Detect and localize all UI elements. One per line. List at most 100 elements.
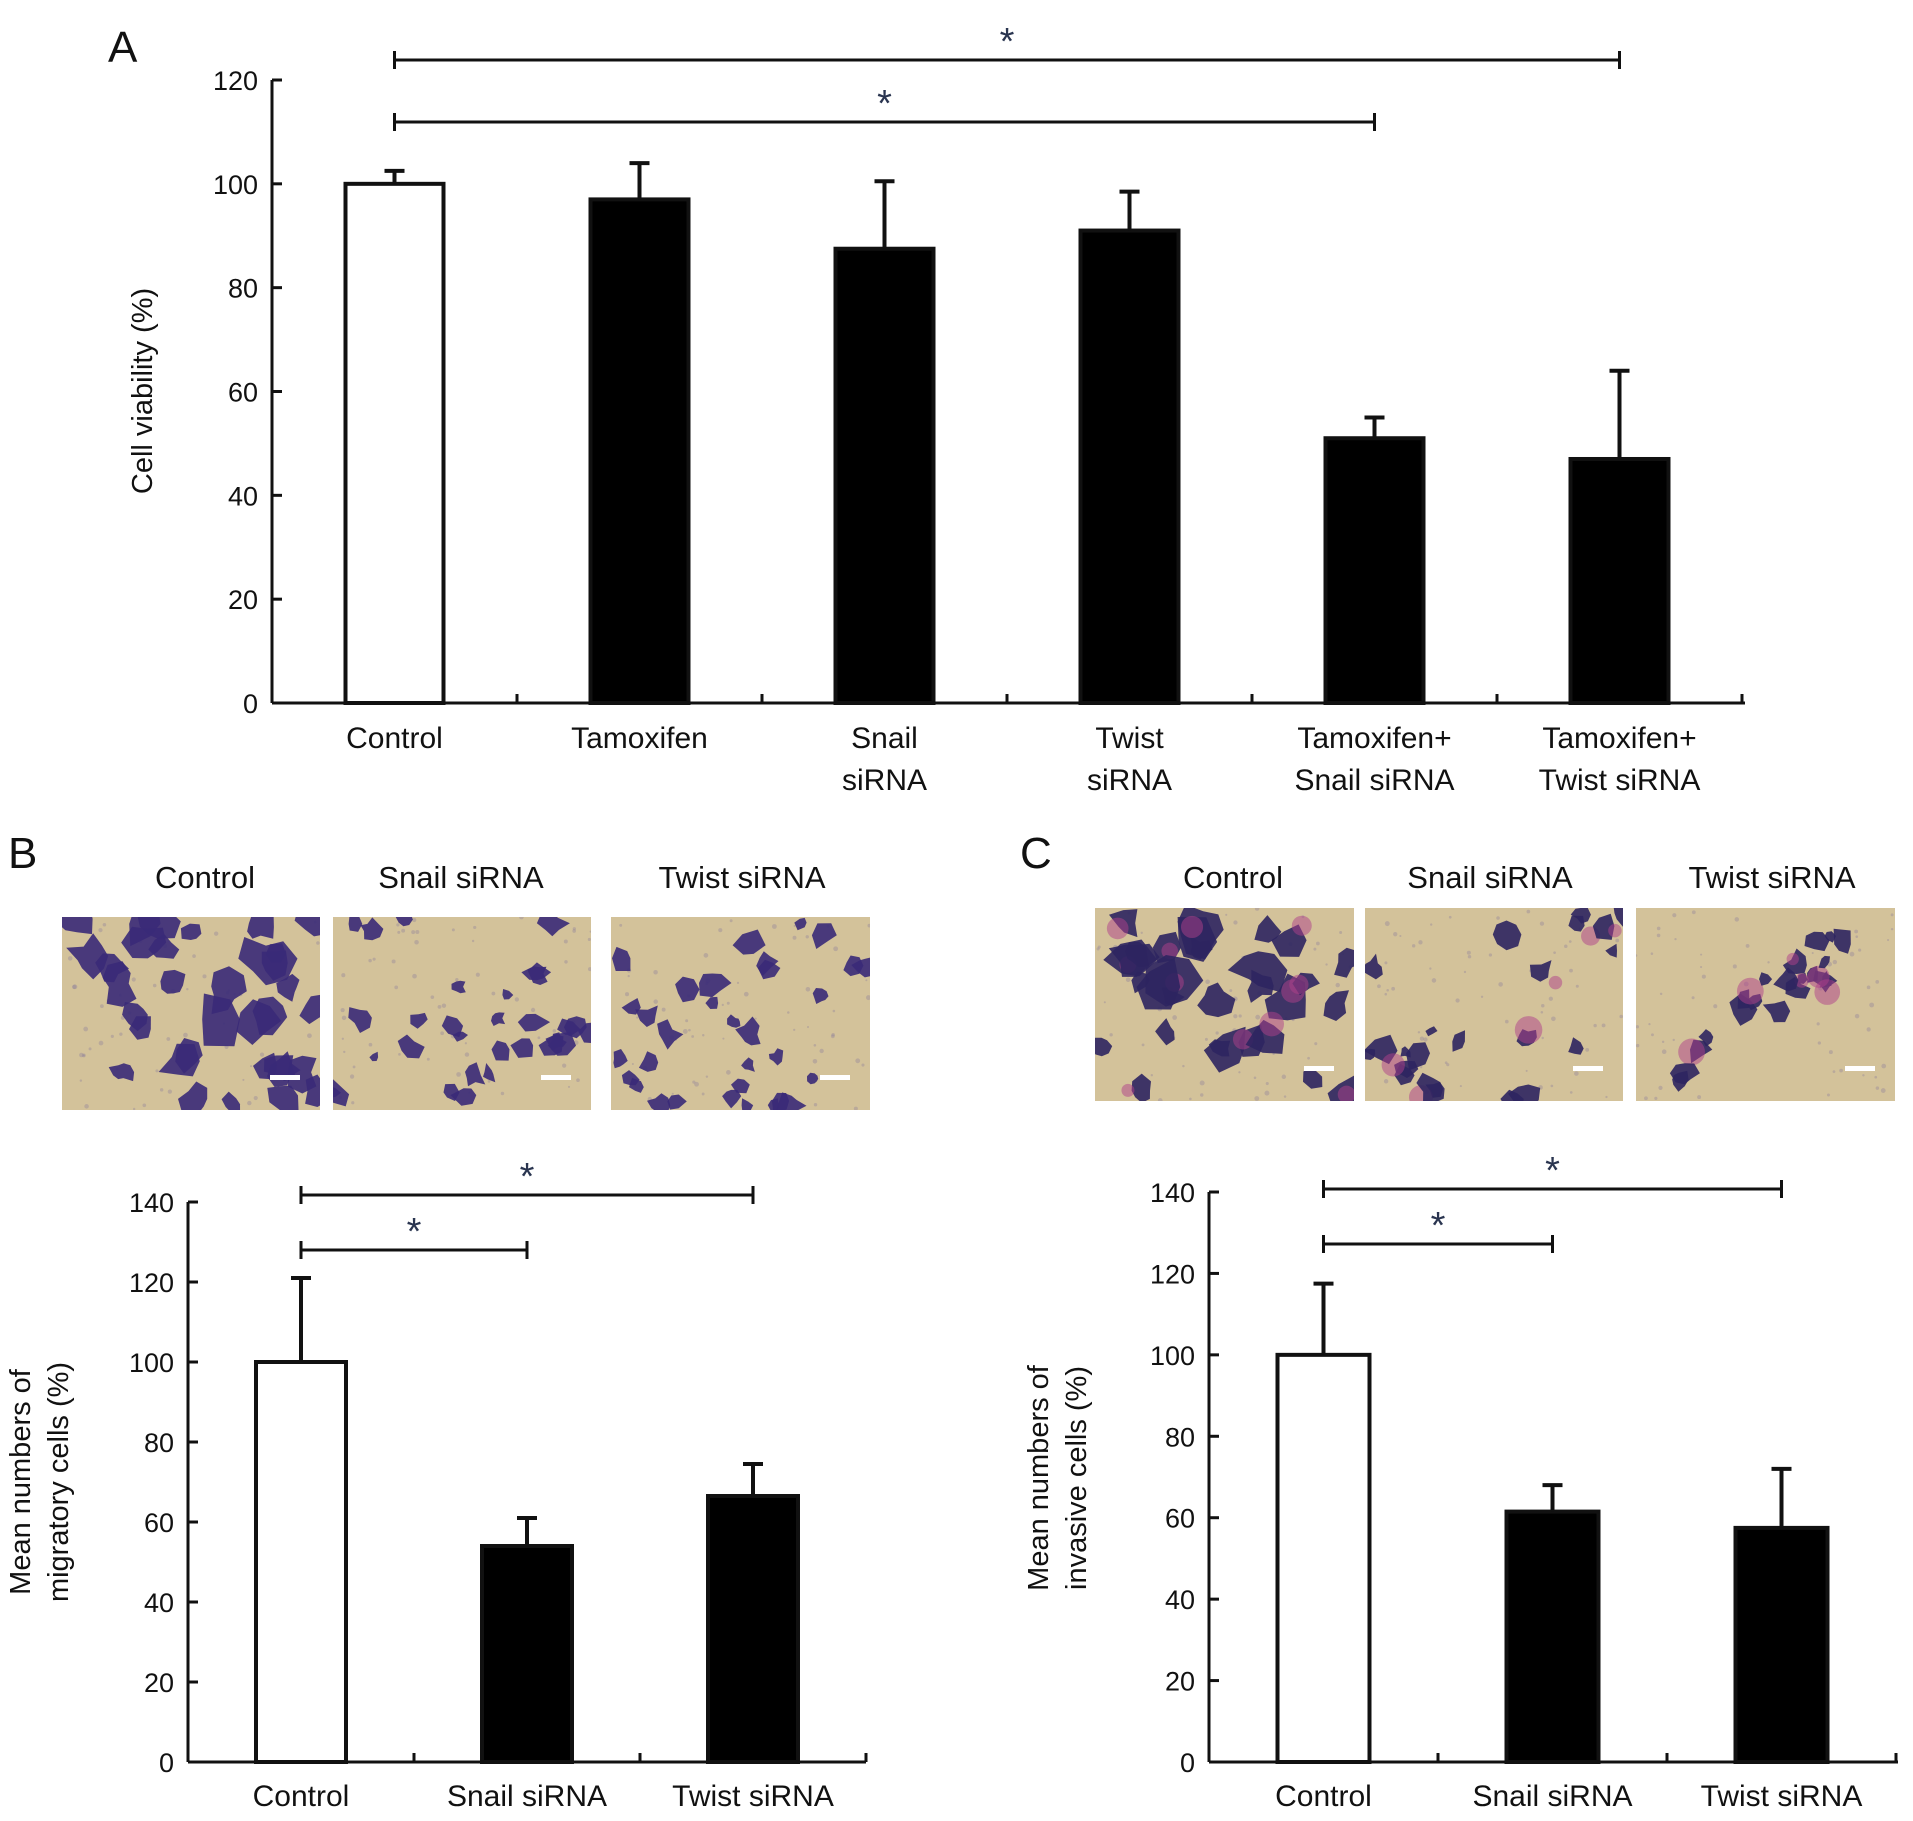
stained-cell <box>545 1032 576 1056</box>
speckle <box>1229 989 1233 993</box>
stained-cell <box>178 1081 208 1110</box>
panel-c-image-label-control: Control <box>1183 860 1283 895</box>
speckle <box>1444 1061 1448 1065</box>
speckle <box>1215 1031 1219 1035</box>
speckle <box>1446 1063 1450 1067</box>
speckle <box>368 1042 373 1047</box>
speckle <box>519 917 524 920</box>
speckle <box>1601 1023 1606 1028</box>
stained-cell <box>66 933 109 980</box>
speckle <box>455 978 459 982</box>
speckle <box>562 1063 567 1068</box>
speckle <box>636 1016 639 1019</box>
stained-cell <box>1613 908 1623 927</box>
speckle <box>341 973 346 978</box>
speckle <box>1307 1056 1310 1060</box>
stained-cell <box>647 1093 671 1110</box>
panel-b-image-label-snail: Snail siRNA <box>378 860 544 895</box>
y-tick-label: 40 <box>228 481 258 511</box>
y-tick-label: 100 <box>213 170 258 200</box>
category-label: Snail siRNA <box>1472 1780 1632 1813</box>
stained-cell <box>635 1005 658 1027</box>
stained-cell <box>451 980 466 994</box>
significance-marker: * <box>1000 21 1015 63</box>
stained-cell <box>510 1038 534 1058</box>
y-tick-label: 120 <box>213 66 258 96</box>
speckle <box>661 1007 666 1012</box>
category-label: Control <box>346 722 443 755</box>
speckle <box>1854 929 1859 934</box>
speckle <box>703 953 709 958</box>
stained-cell <box>517 1013 551 1032</box>
panel-c-image-label-snail: Snail siRNA <box>1407 860 1573 895</box>
speckle <box>793 1028 796 1031</box>
stained-cell <box>1698 1029 1714 1047</box>
speckle <box>1096 947 1100 951</box>
speckle <box>1658 1085 1663 1090</box>
speckle <box>692 1080 696 1084</box>
speckle <box>401 928 406 933</box>
magenta-stain <box>1381 1053 1405 1077</box>
y-axis-label: Mean numbers of migratory cells (%) <box>5 1362 75 1602</box>
speckle <box>1200 1093 1204 1097</box>
significance-marker: * <box>877 83 892 125</box>
stained-cell <box>261 950 288 981</box>
speckle <box>1540 1011 1544 1014</box>
speckle <box>1564 944 1568 948</box>
y-tick-label: 60 <box>1165 1504 1195 1534</box>
stained-cell <box>397 1034 425 1059</box>
speckle <box>1233 1014 1238 1019</box>
speckle <box>456 1072 461 1077</box>
speckle <box>1672 1038 1675 1042</box>
speckle <box>186 987 189 991</box>
stained-cell <box>741 1057 755 1072</box>
magenta-stain <box>1786 952 1799 966</box>
speckle <box>440 1031 444 1036</box>
speckle <box>491 991 496 996</box>
speckle <box>1238 1071 1241 1074</box>
stained-cell <box>175 1038 203 1074</box>
stained-cell <box>612 946 631 971</box>
stained-cell <box>395 917 413 927</box>
stained-cell <box>536 917 570 937</box>
speckle <box>372 957 376 961</box>
speckle <box>1264 1090 1270 1096</box>
speckle <box>1423 1037 1428 1042</box>
stained-cell <box>1669 1063 1700 1085</box>
category-label: Snail siRNA <box>447 1780 607 1813</box>
speckle <box>1849 951 1855 957</box>
speckle <box>1832 1070 1836 1074</box>
stained-cell <box>1416 1072 1445 1101</box>
stained-cell <box>441 1015 464 1038</box>
speckle <box>100 1004 104 1009</box>
speckle <box>1253 1076 1257 1080</box>
speckle <box>152 983 157 988</box>
speckle <box>1430 923 1433 926</box>
speckle <box>694 1081 699 1087</box>
y-tick-label: 0 <box>159 1748 174 1778</box>
speckle <box>368 958 372 963</box>
speckle <box>831 1032 835 1037</box>
stained-cell <box>1570 908 1591 924</box>
y-tick-label: 20 <box>1165 1667 1195 1697</box>
speckle <box>853 1106 858 1110</box>
speckle <box>1281 1074 1287 1079</box>
bar-4 <box>1078 228 1181 706</box>
category-label: Twist siRNA <box>672 1780 834 1813</box>
magenta-stain <box>1678 1038 1705 1066</box>
speckle <box>1745 943 1750 948</box>
stained-cell <box>629 1077 644 1093</box>
y-tick-label: 120 <box>1150 1259 1195 1289</box>
speckle <box>587 937 591 941</box>
stained-cell <box>276 973 300 1002</box>
stained-cell <box>348 1007 372 1033</box>
stained-cell <box>794 917 807 931</box>
y-tick-label: 0 <box>243 689 258 719</box>
speckle <box>793 924 796 928</box>
speckle <box>1393 932 1398 937</box>
speckle <box>1855 935 1859 938</box>
speckle <box>833 946 839 952</box>
stained-cell <box>1833 928 1851 954</box>
speckle <box>1636 1025 1640 1029</box>
y-tick-label: 80 <box>1165 1422 1195 1452</box>
